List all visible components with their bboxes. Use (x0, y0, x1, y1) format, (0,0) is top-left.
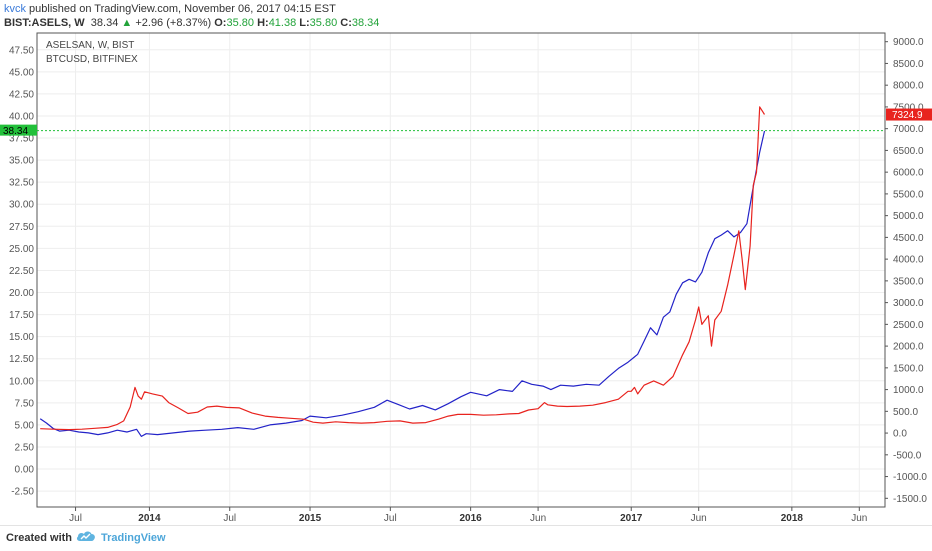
y-right-tick-label: 1000.0 (893, 385, 924, 396)
y-right-tick-label: 5000.0 (893, 211, 924, 222)
left-price-tag-bg (0, 124, 37, 136)
low-label: L: (299, 17, 310, 29)
y-left-tick-label: 10.00 (9, 376, 34, 387)
grid (37, 33, 885, 507)
x-tick-label: 2015 (299, 513, 322, 524)
low-value: 35.80 (309, 17, 338, 29)
y-left-tick-label: 2.50 (15, 442, 35, 453)
y-left-tick-label: 7.50 (15, 398, 35, 409)
y-left-tick-label: 37.50 (9, 134, 34, 145)
legend-asels[interactable]: ASELSAN, W, BIST (46, 40, 134, 51)
y-right-tick-label: 500.0 (893, 407, 918, 418)
y-right-tick-label: 6000.0 (893, 168, 924, 179)
y-left-tick-label: 25.00 (9, 244, 34, 255)
chart-header: kvck published on TradingView.com, Novem… (0, 0, 932, 32)
right-price-axis[interactable]: -1500.0 -1000.0 -500.0 0.0 500.0 1000.0 1500.0… (885, 37, 927, 505)
y-right-tick-label: 8000.0 (893, 81, 924, 92)
x-tick-label: 2016 (460, 513, 483, 524)
y-left-tick-label: 27.50 (9, 222, 34, 233)
y-right-tick-label: 6500.0 (893, 146, 924, 157)
y-left-tick-label: 12.50 (9, 354, 34, 365)
right-price-tag-text: 7324.9 (892, 110, 923, 121)
y-right-tick-label: 1500.0 (893, 363, 924, 374)
y-right-tick-label: 8500.0 (893, 59, 924, 70)
chart-canvas[interactable]: -2.50 0.00 2.50 5.00 7.50 10.00 12.50 15.00 17.5… (0, 0, 932, 525)
x-tick-label: 2014 (138, 513, 161, 524)
time-axis[interactable]: Jul 2014 Jul 2015 Jul 2016 Jun 2017 Jun 2018 Jun (69, 507, 867, 524)
publish-line: kvck published on TradingView.com, Novem… (4, 3, 336, 15)
high-label: H: (257, 17, 269, 29)
right-price-tag-bg (886, 108, 932, 121)
x-tick-label: Jun (530, 513, 546, 524)
x-tick-label: Jul (223, 513, 236, 524)
publish-info: published on TradingView.com, November 0… (26, 3, 336, 15)
y-right-tick-label: 9000.0 (893, 37, 924, 48)
y-right-tick-label: -1000.0 (893, 472, 927, 483)
btc-series-line (40, 106, 766, 431)
right-price-tag: 7324.9 (886, 108, 932, 121)
left-price-tag-text: 38.34 (3, 126, 28, 137)
x-tick-label: Jul (69, 513, 82, 524)
left-price-axis[interactable]: -2.50 0.00 2.50 5.00 7.50 10.00 12.50 15.00 17.5… (9, 45, 34, 497)
high-value: 41.38 (268, 17, 297, 29)
y-left-tick-label: 22.50 (9, 266, 34, 277)
y-right-tick-label: 7000.0 (893, 124, 924, 135)
y-left-tick-label: 42.50 (9, 89, 34, 100)
left-price-tag: 38.34 (0, 124, 37, 137)
y-right-tick-label: 3500.0 (893, 276, 924, 287)
y-left-tick-label: 45.00 (9, 67, 34, 78)
asels-series-line (39, 130, 766, 437)
y-left-tick-label: 47.50 (9, 45, 34, 56)
x-tick-label: 2017 (620, 513, 643, 524)
y-right-tick-label: 2000.0 (893, 342, 924, 353)
footer-brand-link[interactable]: TradingView (101, 532, 166, 544)
y-left-tick-label: 5.00 (15, 420, 35, 431)
x-tick-label: Jun (691, 513, 707, 524)
close-label: C: (340, 17, 352, 29)
close-value: 38.34 (351, 17, 380, 29)
y-left-tick-label: -2.50 (11, 487, 34, 498)
y-right-tick-label: 0.0 (893, 429, 907, 440)
y-left-tick-label: 40.00 (9, 111, 34, 122)
y-left-tick-label: 32.50 (9, 178, 34, 189)
y-left-tick-label: 0.00 (15, 465, 35, 476)
x-tick-label: Jul (384, 513, 397, 524)
open-value: 35.80 (226, 17, 255, 29)
open-label: O: (214, 17, 227, 29)
up-arrow-icon: ▲ (121, 17, 133, 29)
y-right-tick-label: 2500.0 (893, 320, 924, 331)
x-tick-label: 2018 (781, 513, 804, 524)
y-right-tick-label: 3000.0 (893, 298, 924, 309)
author-link[interactable]: kvck (4, 3, 26, 15)
last-price: 38.34 (90, 17, 119, 29)
y-left-tick-label: 15.00 (9, 332, 34, 343)
y-right-tick-label: 5500.0 (893, 189, 924, 200)
y-left-tick-label: 17.50 (9, 310, 34, 321)
y-right-tick-label: -1500.0 (893, 494, 927, 505)
y-right-tick-label: 7500.0 (893, 102, 924, 113)
x-tick-label: Jun (851, 513, 867, 524)
y-left-tick-label: 20.00 (9, 288, 34, 299)
legend-btc[interactable]: BTCUSD, BITFINEX (46, 54, 138, 65)
y-right-tick-label: 4500.0 (893, 233, 924, 244)
y-left-tick-label: 35.00 (9, 156, 34, 167)
price-change: +2.96 (+8.37%) (135, 17, 212, 29)
y-left-tick-label: 30.00 (9, 200, 34, 211)
footer-created-with: Created with (6, 532, 73, 544)
series-layer (39, 106, 766, 437)
y-right-tick-label: -500.0 (893, 450, 922, 461)
symbol-name[interactable]: BIST:ASELS, W (4, 17, 85, 29)
y-right-tick-label: 4000.0 (893, 255, 924, 266)
footer: Created with TradingView (0, 525, 932, 551)
tradingview-cloud-icon[interactable] (76, 529, 96, 543)
symbol-line: BIST:ASELS, W 38.34 ▲ +2.96 (+8.37%) O:3… (4, 17, 379, 29)
plot-frame (36, 32, 886, 508)
